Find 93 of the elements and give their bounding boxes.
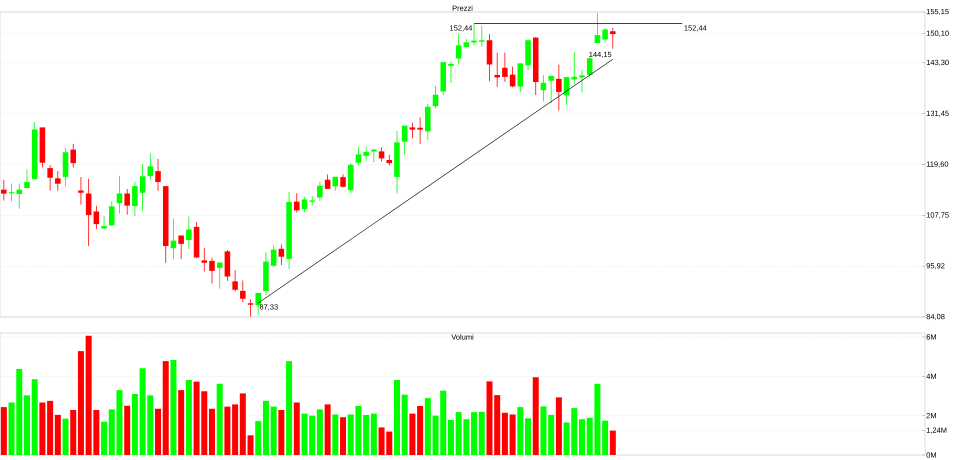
- bar: [332, 414, 338, 455]
- candlestick: [132, 181, 138, 216]
- bar: [556, 397, 562, 455]
- candlestick: [432, 86, 438, 109]
- candlestick: [586, 56, 592, 78]
- bar: [62, 418, 69, 455]
- bar: [340, 417, 346, 455]
- bar: [70, 410, 76, 455]
- bar: [316, 409, 323, 455]
- candlestick: [216, 262, 222, 289]
- candlestick: [340, 174, 346, 188]
- candlestick: [579, 69, 585, 93]
- bar: [124, 406, 130, 455]
- candlestick: [8, 183, 14, 202]
- bar: [186, 380, 192, 455]
- candlestick: [1, 180, 7, 202]
- candlestick: [101, 216, 107, 230]
- candlestick: [302, 196, 308, 213]
- bar: [378, 427, 385, 455]
- candlestick: [402, 126, 408, 156]
- candlestick: [248, 298, 254, 317]
- bar: [278, 410, 284, 455]
- bar: [348, 414, 354, 455]
- candlestick: [572, 51, 578, 85]
- candlestick: [363, 146, 369, 162]
- candlestick: [140, 164, 146, 212]
- candlestick: [471, 23, 477, 46]
- bar: [324, 404, 331, 455]
- candlestick: [371, 148, 377, 163]
- candlestick: [155, 158, 161, 192]
- candlestick: [16, 183, 22, 210]
- candlestick: [55, 170, 61, 192]
- bar: [101, 422, 108, 455]
- candlestick: [186, 216, 192, 250]
- candlestick: [456, 33, 462, 65]
- candlestick: [109, 201, 115, 226]
- candlestick: [324, 174, 330, 189]
- candlestick: [494, 52, 500, 88]
- candlestick: [232, 270, 238, 292]
- candlestick: [317, 181, 323, 202]
- candlestick: [610, 27, 616, 50]
- candlestick: [278, 244, 284, 266]
- bar: [0, 407, 7, 455]
- bar: [170, 360, 176, 455]
- bar: [478, 412, 485, 455]
- candlestick: [556, 64, 562, 111]
- candlestick: [594, 12, 600, 44]
- candlestick: [486, 34, 492, 82]
- bar: [532, 377, 539, 455]
- candlestick: [332, 176, 338, 192]
- candlestick: [356, 146, 362, 166]
- candlestick: [294, 192, 300, 214]
- bar: [216, 384, 223, 455]
- candlestick: [170, 218, 176, 260]
- candlestick: [479, 26, 485, 48]
- candlestick: [448, 61, 454, 84]
- candlestick: [47, 164, 53, 192]
- bar: [93, 410, 100, 455]
- bar: [8, 402, 15, 455]
- candlestick: [240, 280, 246, 303]
- candlestick: [24, 168, 30, 188]
- bar: [294, 402, 300, 455]
- candlestick: [116, 175, 122, 214]
- bar: [564, 422, 570, 455]
- bar: [194, 382, 200, 455]
- bar: [610, 430, 616, 455]
- bar: [178, 390, 184, 455]
- candlestick: [178, 235, 184, 260]
- candlestick: [502, 52, 508, 82]
- candlestick: [255, 292, 261, 316]
- bar: [54, 414, 61, 455]
- candlestick: [209, 257, 215, 284]
- bar: [386, 432, 392, 455]
- candlestick: [564, 77, 570, 106]
- candlestick: [124, 188, 130, 216]
- candlestick: [602, 27, 608, 44]
- candlestick: [309, 195, 315, 206]
- candlestick: [518, 63, 524, 92]
- bar: [286, 361, 292, 455]
- candlestick: [386, 154, 392, 166]
- bar: [147, 395, 154, 455]
- candlestick: [86, 178, 92, 246]
- candlestick: [78, 176, 84, 205]
- candlestick: [510, 66, 516, 88]
- candlestick: [70, 144, 76, 168]
- bar: [255, 421, 262, 455]
- bar: [370, 414, 377, 455]
- candlestick: [378, 147, 384, 162]
- candlestick: [270, 245, 276, 268]
- candlestick: [148, 153, 154, 180]
- candlestick: [548, 76, 554, 104]
- candlestick: [540, 74, 546, 102]
- candlestick: [94, 205, 100, 230]
